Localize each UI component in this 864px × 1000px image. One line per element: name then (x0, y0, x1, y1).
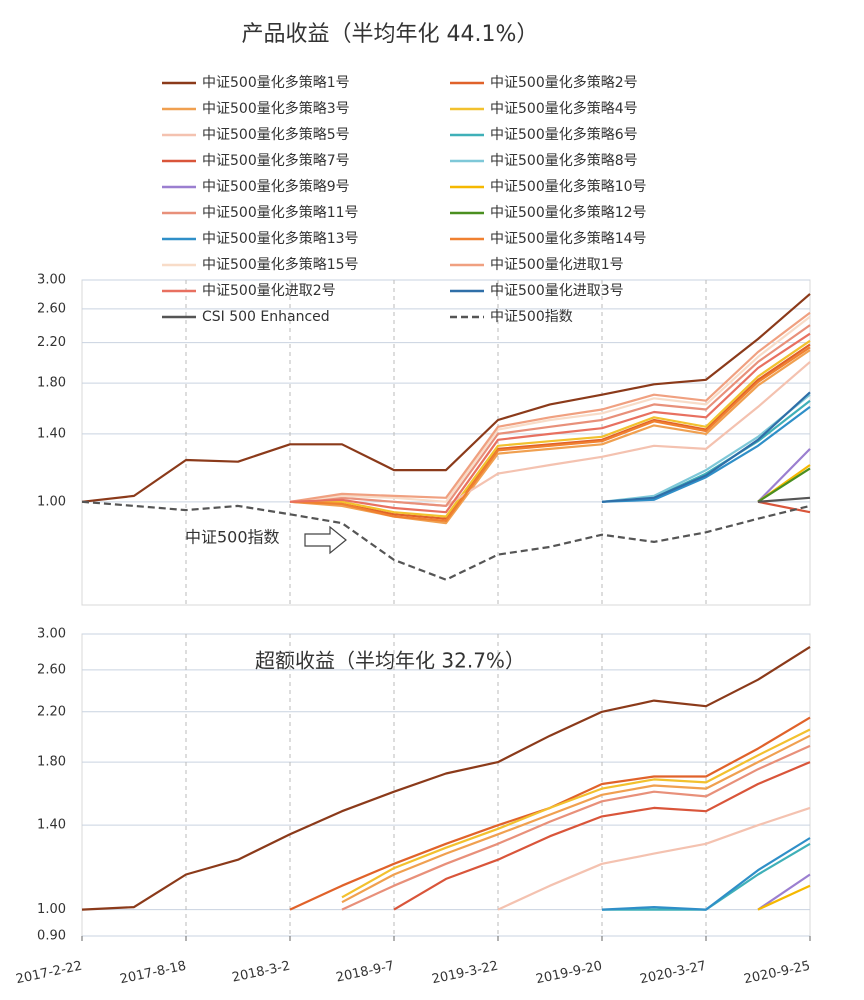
legend-label: 中证500量化多策略13号 (202, 230, 359, 247)
y-tick-label: 1.40 (37, 426, 66, 441)
series-line (757, 467, 811, 503)
legend-label: 中证500量化多策略4号 (490, 100, 638, 117)
legend-label: CSI 500 Enhanced (202, 309, 330, 325)
y-tick-label: 1.80 (37, 376, 66, 391)
series-line (757, 873, 811, 911)
series-line (81, 293, 811, 503)
legend-label: 中证500量化多策略15号 (202, 256, 359, 273)
legend-label: 中证500量化多策略14号 (490, 230, 647, 247)
series-line (497, 806, 811, 911)
legend-label: 中证500量化多策略12号 (490, 204, 647, 221)
legend-label: 中证500量化多策略6号 (490, 126, 638, 143)
series-line (601, 391, 811, 503)
legend-label: 中证500量化进取2号 (202, 283, 336, 299)
series-line (289, 324, 811, 507)
y-tick-label: 1.00 (37, 494, 66, 509)
x-tick-label: 2020-9-25 (743, 959, 812, 988)
x-tick-label: 2020-3-27 (639, 959, 708, 988)
series-line (601, 406, 811, 503)
legend-label: 中证500量化多策略5号 (202, 126, 350, 143)
legend-label: 中证500量化多策略10号 (490, 178, 647, 195)
x-tick-label: 2018-9-7 (335, 959, 396, 986)
x-tick-label: 2019-9-20 (535, 959, 604, 988)
series-line (341, 744, 811, 911)
y-tick-label: 1.00 (37, 902, 66, 917)
legend-label: 中证500量化多策略8号 (490, 152, 638, 169)
legend-label: 中证500量化进取1号 (490, 257, 624, 273)
annotation: 中证500指数 (185, 528, 280, 547)
legend-label: 中证500量化多策略2号 (490, 74, 638, 91)
x-tick-label: 2019-3-22 (431, 959, 500, 988)
series-line (757, 448, 811, 503)
legend-label: 中证500量化多策略11号 (202, 204, 359, 221)
y-tick-label: 2.60 (37, 662, 66, 677)
x-tick-label: 2017-8-18 (119, 959, 188, 988)
y-tick-label: 3.00 (37, 273, 66, 288)
series-line (393, 361, 811, 507)
series-line (757, 884, 811, 911)
series-line (341, 734, 811, 904)
y-tick-label: 2.20 (37, 335, 66, 350)
series-line (81, 645, 811, 911)
series-line (290, 339, 811, 518)
series-line (289, 315, 811, 503)
y-tick-label: 2.60 (37, 301, 66, 316)
annotation-arrow (304, 525, 347, 555)
series-line (601, 837, 811, 911)
y-tick-label: 1.80 (37, 755, 66, 770)
y-tick-label: 2.20 (37, 704, 66, 719)
series-line (757, 500, 811, 514)
series-line (757, 496, 811, 503)
series-line (289, 343, 811, 520)
y-tick-label: 0.90 (37, 929, 66, 944)
series-line (81, 500, 811, 581)
chart-title: 产品收益（半均年化 44.1%） (242, 22, 539, 47)
y-tick-label: 1.40 (37, 818, 66, 833)
legend-label: 中证500指数 (490, 309, 573, 325)
plot-area (81, 633, 811, 937)
chart-title: 超额收益（半均年化 32.7%） (255, 649, 525, 673)
x-tick-label: 2017-2-22 (15, 959, 84, 988)
series-line (289, 346, 811, 522)
legend-label: 中证500量化进取3号 (490, 283, 624, 299)
series-line (289, 332, 811, 514)
series-line (393, 761, 811, 911)
legend-label: 中证500量化多策略9号 (202, 178, 350, 195)
series-line (289, 311, 811, 503)
plot-area (81, 279, 811, 606)
series-line (341, 728, 811, 899)
legend-label: 中证500量化多策略7号 (202, 152, 350, 169)
legend-label: 中证500量化多策略1号 (202, 74, 350, 91)
y-tick-label: 3.00 (37, 627, 66, 642)
x-tick-label: 2018-3-2 (231, 959, 292, 986)
legend-label: 中证500量化多策略3号 (202, 100, 350, 117)
